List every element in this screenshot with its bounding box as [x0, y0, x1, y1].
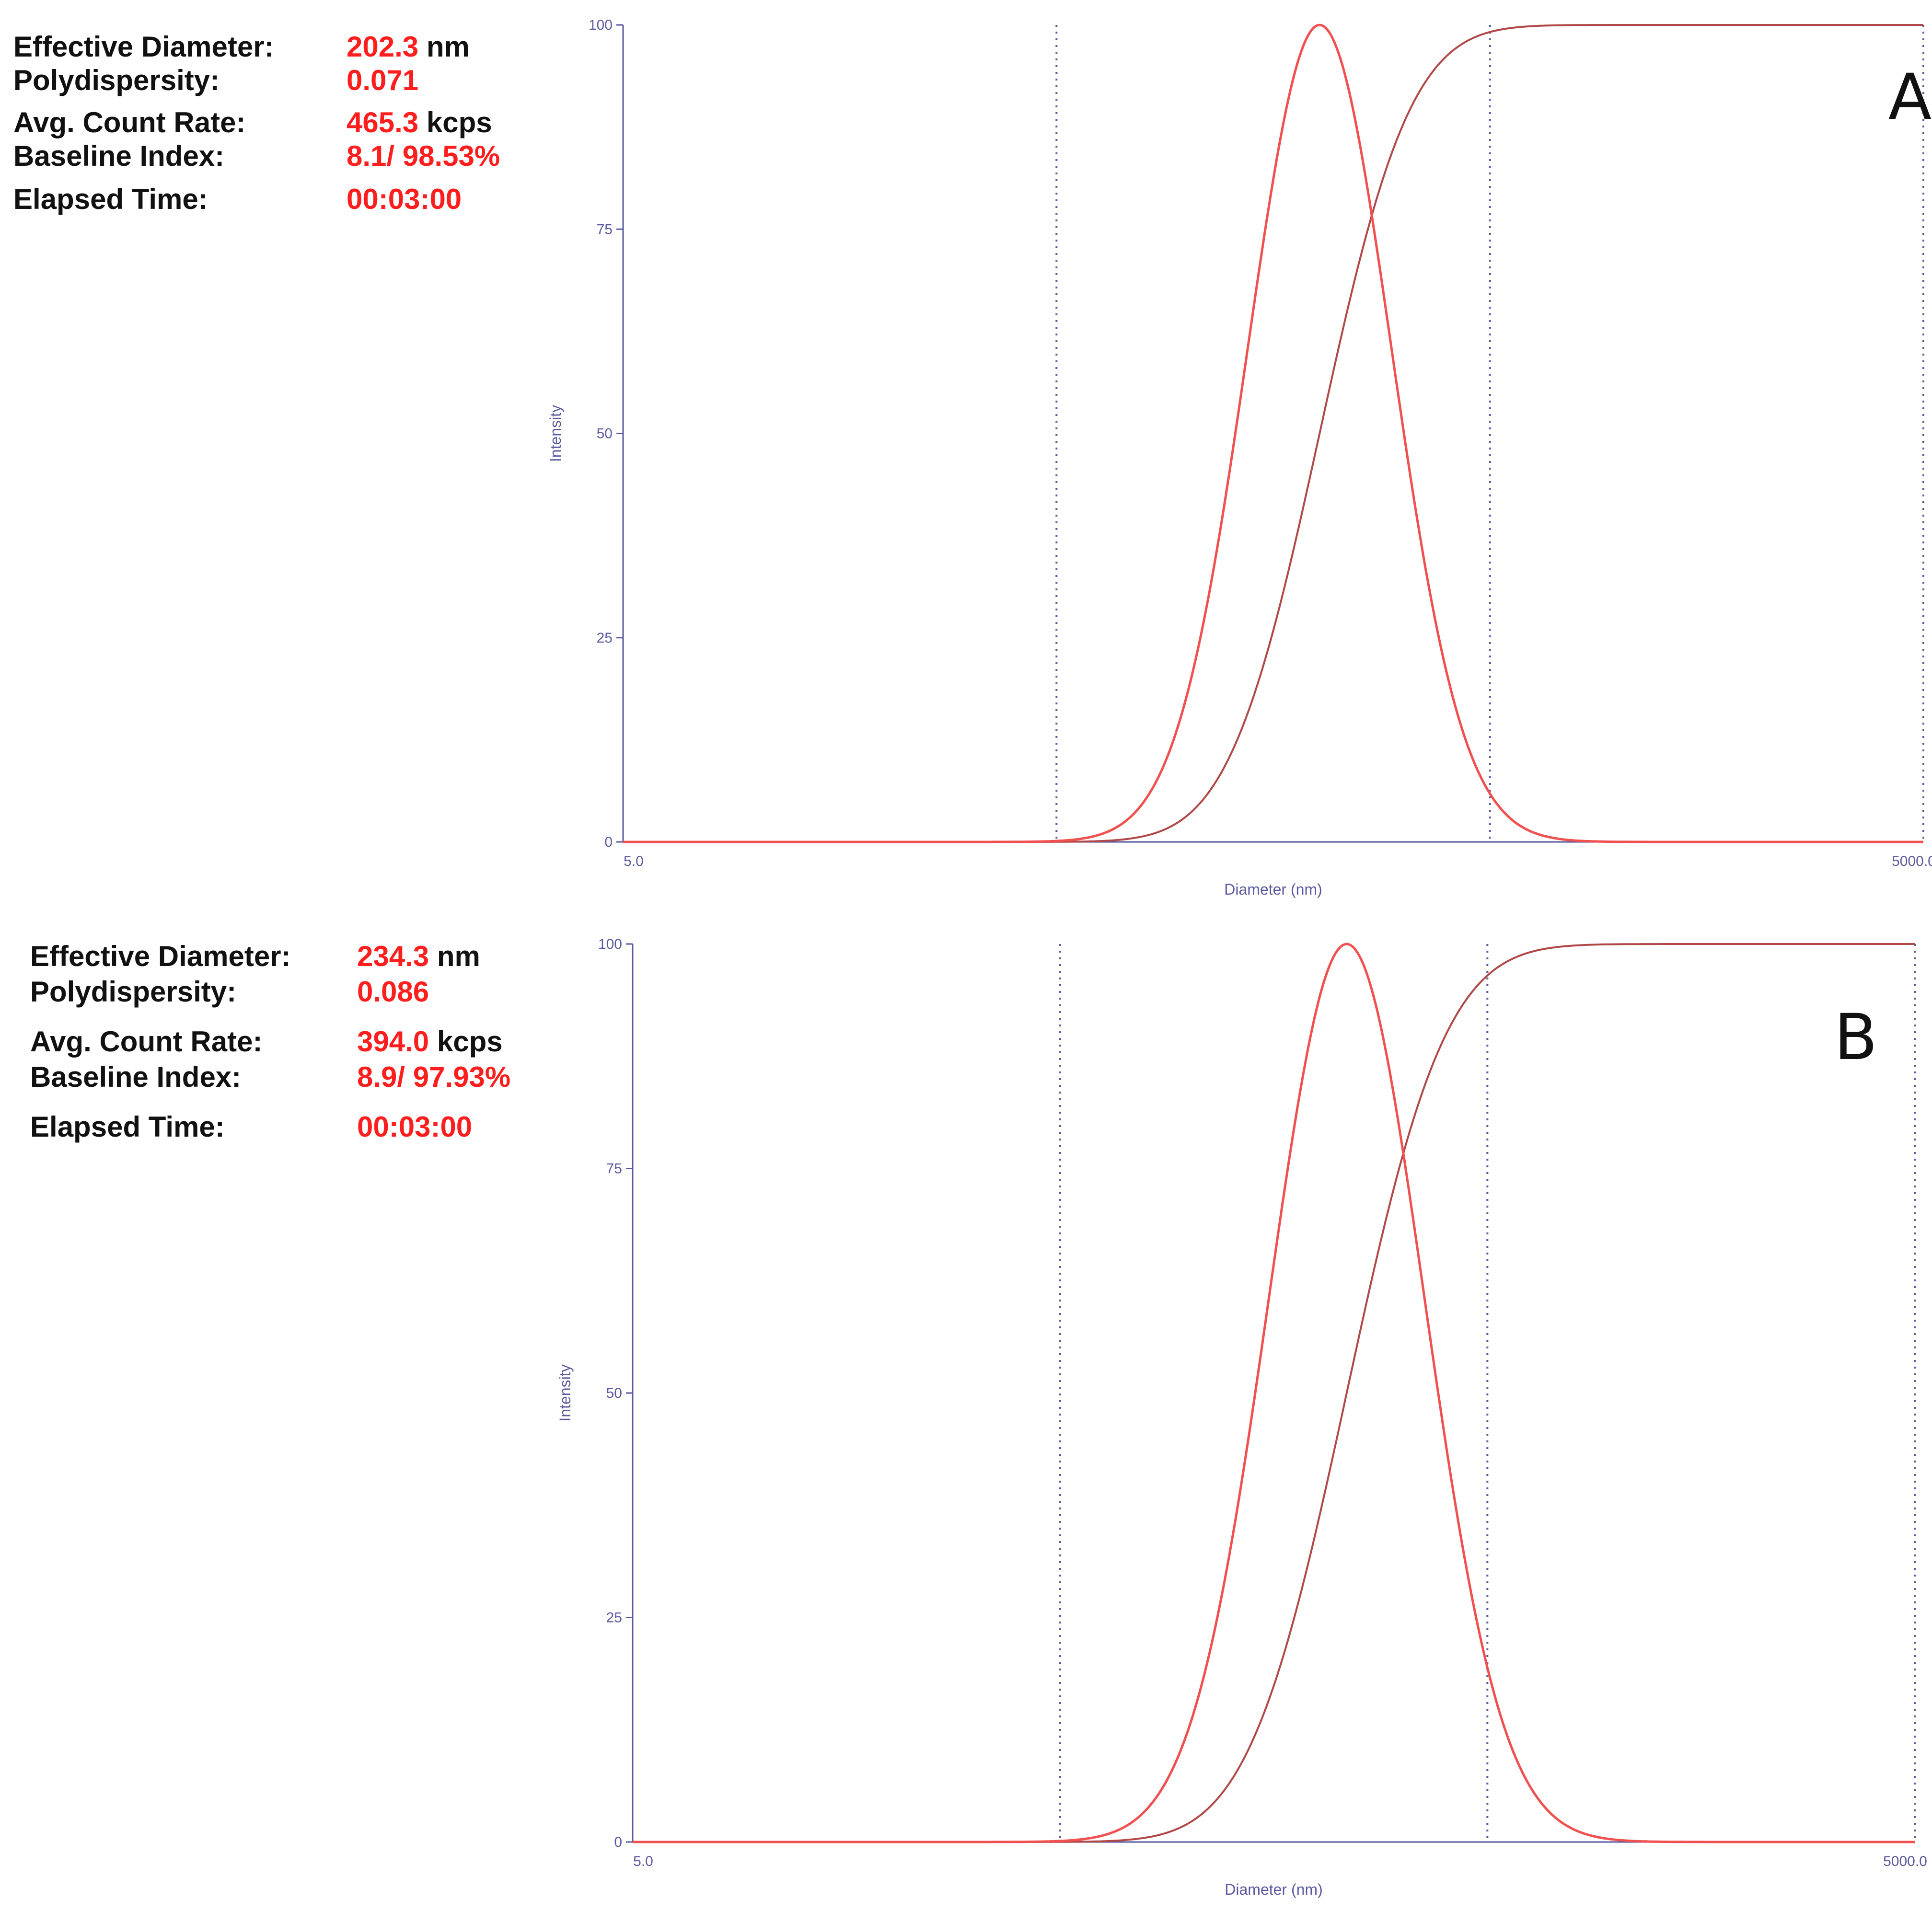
- baseline-value: 8.9/ 97.93%: [357, 1061, 511, 1093]
- x-max-tick-label: 5000.0: [1883, 1853, 1927, 1869]
- x-axis-title: Diameter (nm): [1224, 881, 1322, 898]
- panel-a: Effective Diameter: 202.3 nm Polydispers…: [0, 0, 1932, 910]
- y-tick-label: 75: [606, 1161, 622, 1177]
- x-min-tick-label: 5.0: [624, 853, 644, 869]
- y-tick-label: 0: [614, 1834, 622, 1850]
- y-tick-label: 75: [597, 221, 613, 237]
- stats-block: Effective Diameter: 234.3 nm Polydispers…: [30, 939, 557, 1143]
- count-rate-label: Avg. Count Rate:: [30, 1025, 263, 1058]
- chart-b: 0 25 50 75 100 5.0 5000.0 Diameter (nm) Inte…: [556, 936, 1927, 1898]
- distribution-curve: [623, 23, 1923, 843]
- y-tick-label: 50: [597, 426, 613, 442]
- panel-letter: A: [1888, 60, 1932, 134]
- polydispersity-label: Polydispersity:: [30, 976, 237, 1008]
- effective-diameter-value-group: 202.3 nm: [347, 30, 470, 64]
- elapsed-value: 00:03:00: [347, 183, 462, 215]
- baseline-value: 8.1/ 98.53%: [347, 140, 500, 172]
- effective-diameter-value: 234.3: [357, 940, 429, 972]
- cumulative-curve: [623, 24, 1923, 843]
- y-tick-label: 100: [598, 936, 622, 952]
- effective-diameter-label: Effective Diameter:: [30, 940, 291, 972]
- elapsed-label: Elapsed Time:: [30, 1111, 225, 1143]
- count-rate-value: 465.3: [347, 106, 419, 138]
- y-tick-label: 50: [606, 1385, 622, 1401]
- x-min-tick-label: 5.0: [633, 1853, 653, 1869]
- effective-diameter-unit: nm: [426, 31, 470, 63]
- vline-group: [1055, 25, 1924, 842]
- chart-a: 0 25 50 75 100 5.0 5000.0 Diameter (nm) Inte…: [547, 17, 1932, 898]
- cumulative-curve: [633, 943, 1915, 1843]
- x-max-tick-label: 5000.0: [1892, 853, 1932, 869]
- count-rate-value-group: 465.3 kcps: [347, 105, 492, 140]
- count-rate-label: Avg. Count Rate:: [13, 106, 246, 138]
- polydispersity-value: 0.086: [357, 976, 429, 1008]
- y-tick-label: 25: [606, 1610, 622, 1626]
- y-tick-label: 100: [589, 17, 613, 33]
- stats-block: Effective Diameter: 202.3 nm Polydispers…: [13, 30, 541, 231]
- y-axis-title: Intensity: [547, 405, 564, 462]
- panel-b: Effective Diameter: 234.3 nm Polydispers…: [0, 910, 1932, 1911]
- count-rate-unit: kcps: [426, 106, 492, 138]
- y-tick-label: 0: [604, 834, 613, 850]
- y-tick-group: 0 25 50 75 100: [598, 936, 633, 1850]
- count-rate-unit: kcps: [437, 1025, 503, 1058]
- effective-diameter-label: Effective Diameter:: [13, 31, 274, 63]
- x-axis-title: Diameter (nm): [1225, 1881, 1322, 1898]
- polydispersity-value: 0.071: [347, 64, 419, 96]
- baseline-label: Baseline Index:: [13, 140, 225, 172]
- effective-diameter-unit: nm: [437, 940, 480, 972]
- polydispersity-label: Polydispersity:: [13, 64, 220, 96]
- vline-group: [1059, 944, 1916, 1842]
- count-rate-value: 394.0: [357, 1025, 429, 1058]
- y-axis-title: Intensity: [556, 1364, 574, 1421]
- effective-diameter-value: 202.3: [347, 31, 419, 63]
- distribution-curve: [633, 943, 1915, 1843]
- y-tick-label: 25: [597, 630, 613, 646]
- baseline-label: Baseline Index:: [30, 1061, 242, 1093]
- count-rate-value-group: 394.0 kcps: [357, 1025, 503, 1059]
- elapsed-label: Elapsed Time:: [13, 183, 208, 215]
- effective-diameter-value-group: 234.3 nm: [357, 939, 480, 974]
- y-tick-group: 0 25 50 75 100: [589, 17, 623, 850]
- panel-letter: B: [1834, 1001, 1878, 1074]
- elapsed-value: 00:03:00: [357, 1111, 473, 1143]
